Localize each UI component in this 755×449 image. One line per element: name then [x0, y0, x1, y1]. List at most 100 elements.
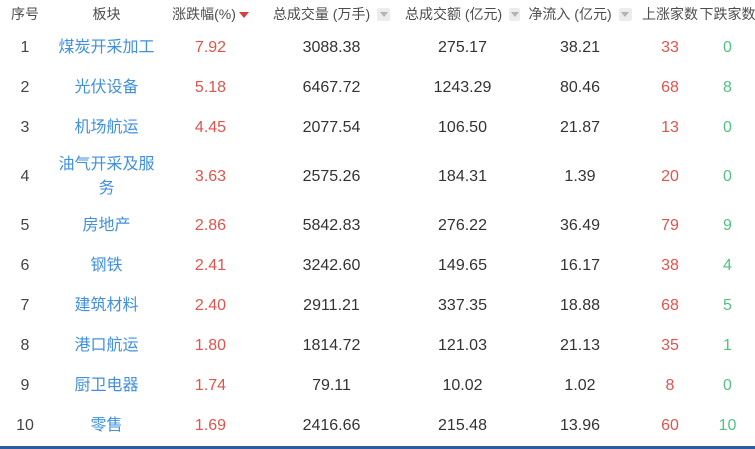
col-header-rising-count-label: 上涨家数 [642, 6, 698, 22]
sector-link[interactable]: 机场航运 [74, 119, 139, 136]
volume-cell: 79.11 [312, 377, 351, 394]
rank-cell: 3 [20, 119, 30, 136]
table-row: 6 钢铁 2.41 3242.60 149.65 16.17 38 4 [0, 246, 755, 286]
sector-cell: 港口航运 [50, 334, 163, 358]
col-header-turnover[interactable]: 总成交额 (亿元) [405, 4, 520, 24]
turnover-cell: 106.50 [438, 119, 487, 136]
col-header-volume[interactable]: 总成交量 (万手) [258, 4, 405, 24]
sector-link[interactable]: 煤炭开采加工 [58, 39, 155, 56]
net-inflow-cell: 1.39 [564, 168, 596, 185]
table-row: 3 机场航运 4.45 2077.54 106.50 21.87 13 0 [0, 108, 755, 148]
table-row: 9 厨卫电器 1.74 79.11 10.02 1.02 8 0 [0, 366, 755, 406]
table-row: 5 房地产 2.86 5842.83 276.22 36.49 79 9 [0, 206, 755, 246]
col-header-change-label: 涨跌幅(%) [172, 6, 236, 22]
net-inflow-cell: 21.13 [559, 337, 601, 354]
sector-link[interactable]: 光伏设备 [74, 79, 139, 96]
col-header-net-inflow[interactable]: 净流入 (亿元) [520, 4, 640, 24]
sector-link[interactable]: 钢铁 [90, 257, 123, 274]
table-row: 1 煤炭开采加工 7.92 3088.38 275.17 38.21 33 0 [0, 28, 755, 68]
sector-cell: 油气开采及服务 [50, 153, 163, 201]
turnover-cell: 184.31 [438, 168, 487, 185]
turnover-cell: 121.03 [438, 337, 487, 354]
rising-count-cell: 60 [661, 417, 679, 434]
sector-link[interactable]: 零售 [90, 417, 123, 434]
change-cell: 1.69 [194, 417, 227, 434]
volume-cell: 5842.83 [302, 217, 361, 234]
sector-cell: 钢铁 [50, 254, 163, 278]
falling-count-cell: 0 [723, 377, 732, 394]
sector-link[interactable]: 港口航运 [74, 337, 139, 354]
col-header-rank: 序号 [0, 4, 50, 24]
turnover-cell: 10.02 [442, 377, 483, 394]
col-header-falling-count-label: 下跌家数 [699, 6, 755, 22]
col-header-rank-label: 序号 [11, 6, 39, 22]
bottom-divider [0, 446, 755, 449]
table-row: 4 油气开采及服务 3.63 2575.26 184.31 1.39 20 0 [0, 148, 755, 206]
volume-cell: 6467.72 [302, 79, 361, 96]
falling-count-cell: 4 [723, 257, 732, 274]
sort-icon[interactable] [618, 8, 632, 21]
net-inflow-cell: 38.21 [559, 39, 601, 56]
rising-count-cell: 13 [661, 119, 679, 136]
col-header-turnover-label: 总成交额 (亿元) [405, 6, 503, 22]
sort-descending-active-icon[interactable] [238, 12, 249, 18]
rising-count-cell: 68 [661, 297, 679, 314]
falling-count-cell: 0 [723, 39, 732, 56]
col-header-change[interactable]: 涨跌幅(%) [163, 4, 258, 24]
table-row: 7 建筑材料 2.40 2911.21 337.35 18.88 68 5 [0, 286, 755, 326]
net-inflow-cell: 16.17 [559, 257, 601, 274]
net-inflow-cell: 18.88 [559, 297, 601, 314]
change-cell: 5.18 [194, 79, 227, 96]
turnover-cell: 215.48 [438, 417, 487, 434]
sector-link[interactable]: 房地产 [82, 217, 131, 234]
sort-arrow-down-icon [379, 12, 388, 17]
volume-cell: 2911.21 [303, 297, 360, 314]
rank-cell: 4 [20, 168, 30, 185]
sector-cell: 煤炭开采加工 [50, 36, 163, 60]
col-header-sector-label: 板块 [92, 6, 121, 22]
falling-count-cell: 8 [723, 79, 732, 96]
sector-cell: 房地产 [50, 214, 163, 238]
rank-cell: 9 [20, 377, 30, 394]
volume-cell: 1814.72 [302, 337, 361, 354]
col-header-rising-count: 上涨家数 [640, 4, 700, 24]
net-inflow-cell: 1.02 [564, 377, 596, 394]
sector-link[interactable]: 厨卫电器 [74, 377, 139, 394]
rank-cell: 2 [20, 79, 30, 96]
sector-link[interactable]: 建筑材料 [74, 297, 139, 314]
rising-count-cell: 38 [661, 257, 679, 274]
col-header-sector: 板块 [50, 4, 163, 24]
volume-cell: 2416.66 [302, 417, 361, 434]
net-inflow-cell: 80.46 [559, 79, 601, 96]
rising-count-cell: 33 [661, 39, 679, 56]
sort-icon[interactable] [509, 8, 520, 21]
sort-arrow-down-icon [510, 12, 519, 17]
rising-count-cell: 20 [661, 168, 679, 185]
sector-link[interactable]: 油气开采及服务 [58, 156, 155, 197]
falling-count-cell: 5 [723, 297, 732, 314]
table-header-row: 序号 板块 涨跌幅(%) 总成交量 (万手) 总成交额 (亿元) 净流入 (亿元… [0, 0, 755, 28]
change-cell: 2.86 [194, 217, 227, 234]
sector-cell: 零售 [50, 414, 163, 438]
change-cell: 1.80 [194, 337, 227, 354]
sector-cell: 光伏设备 [50, 76, 163, 100]
turnover-cell: 275.17 [438, 39, 487, 56]
change-cell: 7.92 [194, 39, 227, 56]
rising-count-cell: 35 [661, 337, 679, 354]
change-cell: 1.74 [194, 377, 227, 394]
turnover-cell: 276.22 [438, 217, 487, 234]
turnover-cell: 1243.29 [433, 79, 492, 96]
sector-cell: 厨卫电器 [50, 374, 163, 398]
falling-count-cell: 10 [718, 417, 737, 434]
volume-cell: 2575.26 [302, 168, 361, 185]
net-inflow-cell: 13.96 [559, 417, 601, 434]
col-header-falling-count: 下跌家数 [700, 4, 755, 24]
turnover-cell: 149.65 [438, 257, 487, 274]
table-row: 10 零售 1.69 2416.66 215.48 13.96 60 10 [0, 406, 755, 446]
net-inflow-cell: 36.49 [559, 217, 601, 234]
net-inflow-cell: 21.87 [559, 119, 601, 136]
sort-icon[interactable] [377, 8, 391, 21]
sector-cell: 机场航运 [50, 116, 163, 140]
change-cell: 3.63 [194, 168, 227, 185]
